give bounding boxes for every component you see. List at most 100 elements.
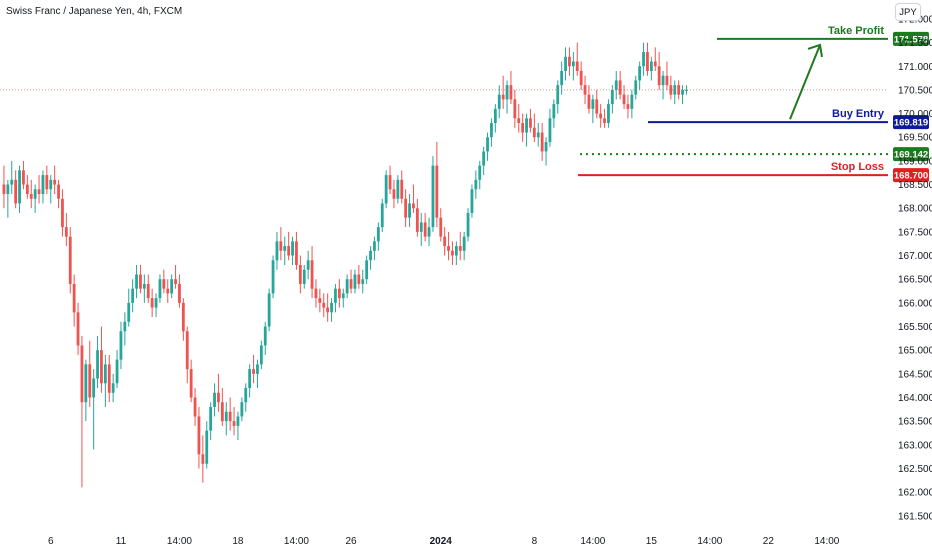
- y-tick-label: 162.500: [898, 464, 932, 475]
- candle-body: [33, 189, 37, 199]
- candle-body: [127, 302, 131, 322]
- candle-body: [376, 227, 380, 242]
- candle-body: [111, 383, 115, 393]
- level-price-tag: [893, 31, 929, 46]
- candle-body: [685, 89, 688, 91]
- candle-body: [536, 132, 540, 138]
- chart-title: Swiss Franc / Japanese Yen, 4h, FXCM: [6, 6, 182, 17]
- candle-body: [431, 165, 435, 228]
- candle-body: [330, 302, 333, 313]
- candle-body: [25, 184, 29, 195]
- candle-body: [392, 189, 396, 199]
- currency-button[interactable]: JPY: [895, 3, 921, 21]
- candle-body: [614, 80, 618, 90]
- candle-body: [49, 179, 53, 190]
- candle-body: [314, 288, 318, 299]
- time-axis[interactable]: 6 11 14:00 18 14:00 26 2024 8 14:00 15 14:00 22 14:0…: [48, 536, 840, 547]
- candle-body: [505, 85, 509, 100]
- candle-body: [560, 70, 564, 86]
- candle-body: [252, 369, 255, 374]
- candle-body: [18, 170, 21, 204]
- candle-body: [661, 75, 665, 86]
- candle-body: [6, 184, 10, 195]
- x-tick-label: 14:00: [580, 536, 605, 547]
- candle-body: [178, 283, 181, 303]
- candle-body: [228, 411, 232, 422]
- candle-body: [306, 260, 310, 270]
- candle-body: [287, 246, 291, 256]
- candle-body: [64, 227, 68, 237]
- y-tick-label: 168.500: [898, 180, 932, 191]
- candle-body: [646, 52, 649, 71]
- candle-body: [217, 392, 220, 403]
- candle-body: [139, 274, 142, 289]
- candle-body: [61, 198, 64, 228]
- candle-body: [92, 378, 96, 398]
- candle-body: [131, 288, 135, 303]
- level-label: Stop Loss: [831, 161, 884, 173]
- candle-body: [626, 104, 630, 109]
- candle-body: [443, 236, 447, 247]
- candle-body: [341, 293, 345, 299]
- candle-body: [80, 345, 84, 403]
- candle-body: [29, 194, 33, 199]
- candle-body: [466, 212, 470, 237]
- candle-body: [509, 85, 513, 100]
- candle-body: [220, 402, 224, 422]
- candle-body: [501, 94, 505, 100]
- candle-body: [575, 61, 579, 71]
- candle-body: [408, 203, 411, 218]
- x-tick-label: 14:00: [814, 536, 839, 547]
- x-tick-label: 26: [345, 536, 357, 547]
- candle-body: [618, 80, 622, 95]
- candle-body: [404, 198, 408, 218]
- candle-body: [521, 123, 525, 133]
- candle-body: [53, 179, 57, 185]
- price-axis[interactable]: 172.000171.500171.000170.500170.000169.5…: [898, 14, 932, 522]
- candle-body: [181, 302, 185, 332]
- candle-body: [322, 302, 326, 308]
- y-tick-label: 166.000: [898, 298, 932, 309]
- candle-body: [669, 85, 673, 95]
- candle-body: [353, 274, 357, 289]
- candle-body: [123, 321, 127, 332]
- candle-body: [259, 345, 263, 365]
- candle-body: [197, 416, 201, 455]
- candle-body: [396, 179, 400, 199]
- candle-body: [166, 288, 170, 294]
- candle-body: [205, 430, 209, 464]
- candle-body: [248, 369, 252, 389]
- x-tick-label: 2024: [430, 536, 453, 547]
- candle-body: [224, 411, 228, 422]
- candle-body: [649, 61, 653, 71]
- candle-body: [571, 61, 575, 67]
- candle-body: [45, 175, 49, 190]
- candle-body: [232, 421, 236, 426]
- candle-body: [271, 260, 275, 294]
- candle-body: [10, 179, 14, 185]
- candle-body: [37, 189, 41, 195]
- target-arrow[interactable]: [789, 44, 821, 120]
- candle-body: [119, 331, 123, 360]
- candle-body: [400, 179, 404, 199]
- x-tick-label: 22: [763, 536, 775, 547]
- y-tick-label: 170.500: [898, 85, 932, 96]
- y-tick-label: 170.000: [898, 109, 932, 120]
- candle-body: [568, 56, 571, 67]
- candle-body: [150, 298, 154, 308]
- x-tick-label: 14:00: [284, 536, 309, 547]
- candle-body: [318, 298, 322, 303]
- candle-body: [415, 208, 419, 232]
- candle-body: [564, 56, 567, 71]
- candle-body: [603, 118, 606, 124]
- y-tick-label: 166.500: [898, 275, 932, 286]
- candle-body: [76, 312, 80, 346]
- y-tick-label: 167.000: [898, 251, 932, 262]
- level-price-tag-text: 169.819: [894, 118, 928, 129]
- candle-body: [22, 170, 25, 185]
- candle-body: [490, 123, 493, 138]
- candle-body: [115, 359, 119, 384]
- target-arrow-head: [807, 43, 823, 58]
- candle-body: [326, 307, 330, 313]
